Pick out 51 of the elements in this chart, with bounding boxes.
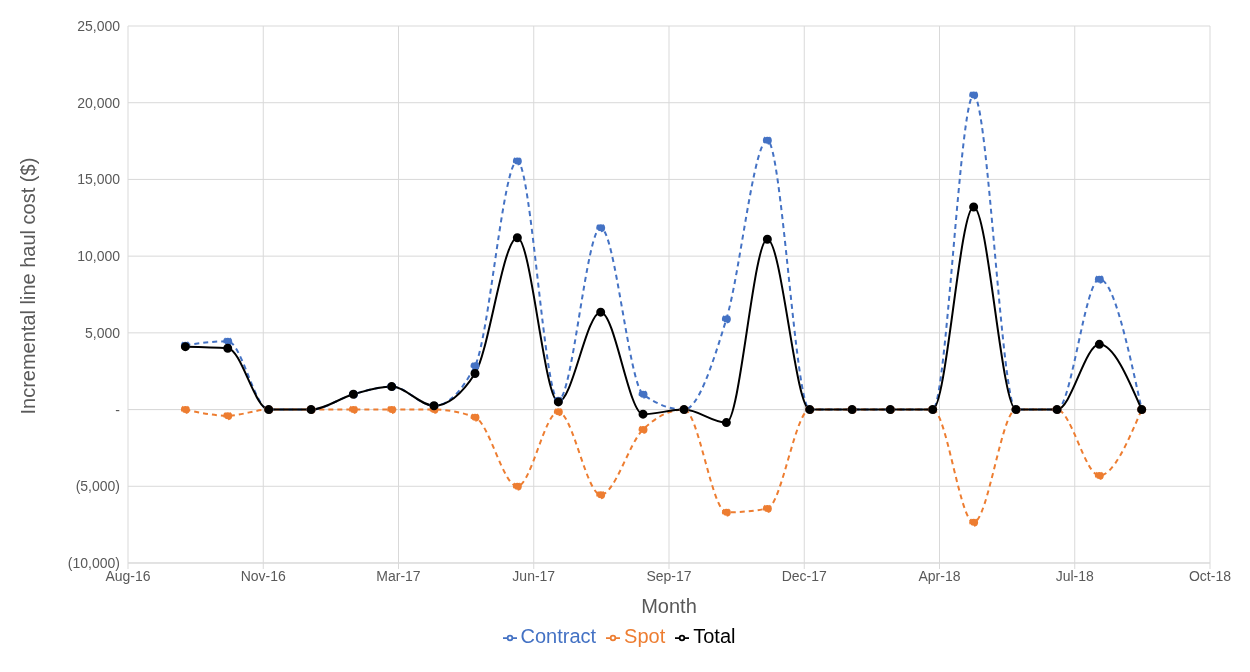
point bbox=[762, 135, 772, 145]
point bbox=[969, 517, 979, 527]
y-tick-label: 15,000 bbox=[77, 171, 121, 188]
point bbox=[223, 343, 233, 353]
point bbox=[553, 407, 563, 417]
point bbox=[387, 405, 397, 415]
legend-label: Total bbox=[693, 625, 736, 647]
point bbox=[223, 411, 233, 421]
x-tick-label: Apr-18 bbox=[918, 567, 961, 584]
y-tick-label: 25,000 bbox=[77, 17, 121, 34]
point bbox=[762, 504, 772, 514]
point bbox=[596, 490, 606, 500]
point bbox=[512, 481, 522, 491]
point bbox=[638, 409, 648, 419]
y-tick-label: 5,000 bbox=[84, 324, 121, 341]
point bbox=[969, 202, 979, 212]
y-tick-label: (5,000) bbox=[75, 478, 120, 495]
x-axis-title: Month bbox=[641, 595, 697, 617]
point bbox=[638, 425, 648, 435]
point bbox=[969, 90, 979, 100]
point bbox=[762, 234, 772, 244]
point bbox=[638, 389, 648, 399]
x-tick-label: Nov-16 bbox=[240, 567, 287, 584]
y-tick-label: 20,000 bbox=[77, 94, 121, 111]
point bbox=[1094, 471, 1104, 481]
x-tick-label: Mar-17 bbox=[376, 567, 421, 584]
point bbox=[1094, 274, 1104, 284]
point bbox=[470, 361, 480, 371]
point bbox=[180, 405, 190, 415]
point bbox=[721, 418, 731, 428]
x-tick-label: Jun-17 bbox=[512, 567, 556, 584]
legend-label: Contract bbox=[520, 625, 597, 647]
point bbox=[223, 336, 233, 346]
y-tick-label: - bbox=[115, 401, 121, 418]
point bbox=[596, 307, 606, 317]
point bbox=[470, 412, 480, 422]
point bbox=[721, 314, 731, 324]
legend-label: Spot bbox=[624, 625, 666, 647]
point bbox=[512, 156, 522, 166]
point bbox=[1094, 339, 1104, 349]
x-tick-label: Jul-18 bbox=[1055, 567, 1095, 584]
y-tick-label: 10,000 bbox=[77, 248, 121, 265]
y-axis-title: Incremental line haul cost ($) bbox=[17, 157, 40, 415]
point bbox=[512, 233, 522, 243]
x-tick-label: Sep-17 bbox=[646, 567, 692, 584]
point bbox=[348, 405, 358, 415]
point bbox=[721, 507, 731, 517]
x-tick-label: Dec-17 bbox=[781, 567, 828, 584]
x-tick-label: Oct-18 bbox=[1188, 567, 1232, 584]
point bbox=[596, 223, 606, 233]
point bbox=[470, 369, 480, 379]
